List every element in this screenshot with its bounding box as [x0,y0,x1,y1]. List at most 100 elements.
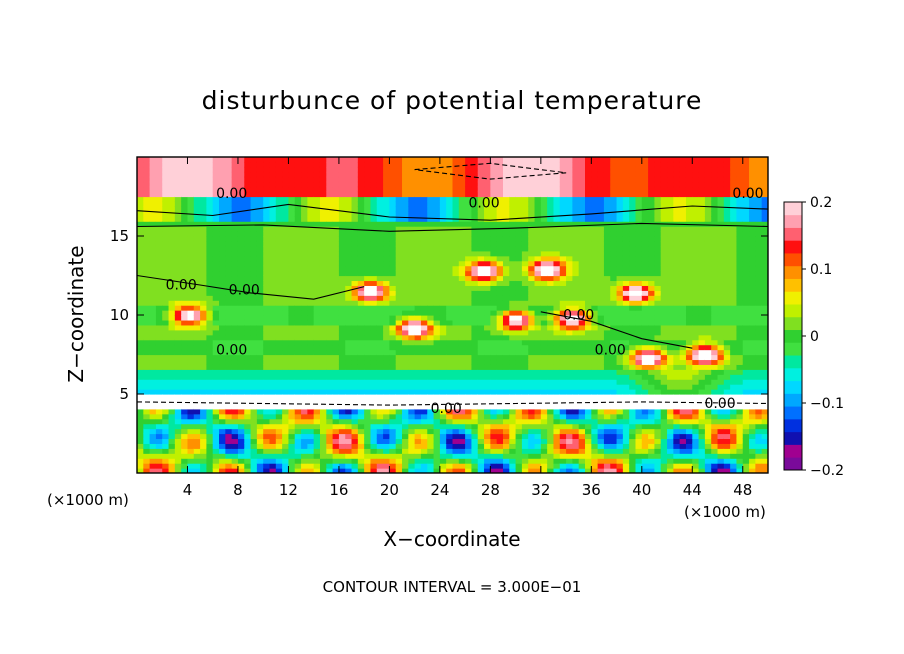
field-cell [585,216,592,222]
field-cell [357,171,365,178]
field-cell [484,285,491,291]
field-cell [301,206,308,212]
field-cell [465,453,473,459]
field-cell [490,196,498,203]
field-cell [370,443,378,449]
field-cell [471,453,479,459]
field-cell [414,463,422,469]
field-cell [477,418,485,425]
field-cell [616,468,624,473]
field-cell [616,379,624,385]
field-cell [231,359,239,365]
field-cell [237,428,245,435]
field-cell [370,226,378,232]
field-cell [174,339,182,346]
field-cell [578,201,586,207]
field-cell [307,448,315,454]
field-cell [616,275,624,282]
field-cell [622,319,630,326]
field-cell [225,176,233,183]
field-cell [597,275,605,282]
field-cell [301,354,308,361]
field-cell [288,236,296,242]
field-cell [301,413,308,420]
field-cell [395,468,403,473]
field-cell [357,379,365,385]
field-cell [345,315,353,321]
field-cell [439,270,447,277]
field-cell [301,423,308,430]
field-cell [471,171,479,178]
field-cell [502,428,510,435]
field-cell [326,364,334,370]
field-cell [383,191,390,198]
field-cell [446,329,454,336]
field-cell [591,349,599,356]
field-cell [263,408,271,415]
field-cell [206,379,214,385]
field-cell [168,295,176,301]
field-cell [364,319,372,326]
field-cell [301,364,308,370]
field-cell [591,329,599,336]
field-cell [597,285,605,291]
field-cell [578,290,586,296]
field-cell [540,398,548,405]
field-cell [338,413,346,420]
field-cell [528,468,536,473]
field-cell [585,369,592,375]
field-cell [414,196,422,203]
field-cell [332,423,340,430]
field-cell [427,310,435,316]
field-cell [162,384,170,390]
field-cell [559,448,567,454]
field-cell [237,463,245,469]
field-cell [402,389,409,395]
field-cell [200,157,208,163]
field-cell [585,468,592,473]
field-cell [439,389,447,395]
field-cell [433,329,441,336]
field-cell [465,157,473,163]
field-cell [433,403,441,410]
field-cell [597,394,605,400]
field-cell [502,453,510,459]
field-cell [395,458,403,464]
field-cell [219,260,226,267]
field-cell [212,285,220,291]
field-cell [307,354,315,361]
field-cell [143,428,151,435]
field-cell [408,418,416,425]
field-cell [143,379,151,385]
field-cell [137,428,144,435]
field-cell [578,379,586,385]
field-cell [155,285,163,291]
field-cell [174,408,182,415]
field-cell [477,216,485,222]
field-cell [326,280,334,286]
field-cell [446,403,454,410]
field-cell [282,413,290,420]
field-cell [534,245,542,252]
field-cell [143,206,151,212]
field-cell [477,324,485,331]
temperature-field [137,157,768,473]
field-cell [250,300,258,306]
field-cell [338,398,346,405]
field-cell [597,265,605,272]
field-cell [237,379,245,385]
field-cell [566,226,573,232]
field-cell [414,221,422,227]
field-cell [528,319,536,326]
field-cell [319,443,327,449]
field-cell [187,305,195,311]
field-cell [490,403,498,410]
field-cell [282,458,290,464]
field-cell [490,329,498,336]
field-cell [155,310,163,316]
field-cell [168,161,176,168]
field-cell [490,408,498,415]
field-cell [225,226,233,232]
field-cell [591,181,599,188]
field-cell [452,166,460,173]
